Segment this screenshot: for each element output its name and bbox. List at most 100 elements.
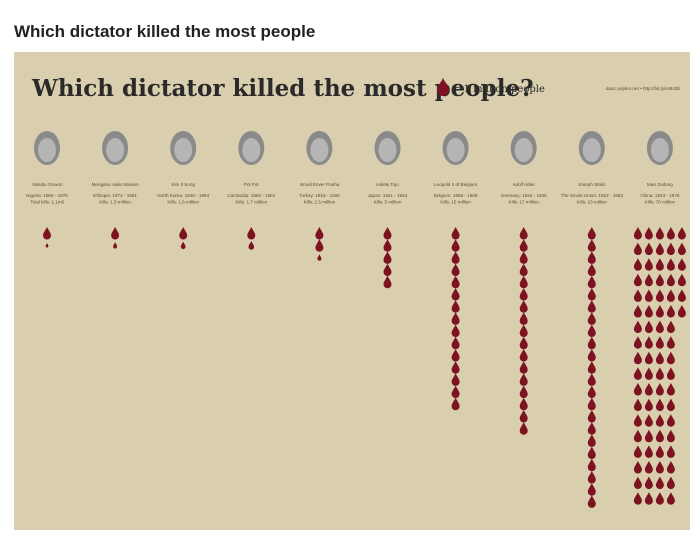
drop <box>451 263 460 277</box>
drop-group <box>179 227 188 250</box>
drop <box>451 336 460 350</box>
drop <box>587 361 596 374</box>
drop <box>587 410 596 423</box>
drop <box>644 383 653 396</box>
drop <box>655 414 664 427</box>
drop <box>587 495 596 508</box>
drop <box>587 458 596 472</box>
drop <box>655 367 664 380</box>
drop-group <box>315 227 324 261</box>
dictator-detail: Cambodia: 1963 - 1981 <box>227 193 275 198</box>
drop <box>451 275 460 289</box>
drop <box>666 461 675 474</box>
drop <box>666 242 675 256</box>
drop <box>587 397 596 411</box>
drop <box>666 383 675 396</box>
legend-drop <box>437 78 449 96</box>
drop <box>519 373 528 386</box>
drop <box>519 397 528 411</box>
drop <box>655 273 664 287</box>
dictator-detail: Total kills: 1.1mil <box>30 200 63 205</box>
drop <box>451 251 460 264</box>
drop <box>633 258 642 271</box>
dictator-name: Mao Zedong <box>647 182 673 187</box>
drop <box>587 227 596 240</box>
drop <box>655 429 664 443</box>
drop <box>587 385 596 399</box>
drop <box>633 351 642 365</box>
drop <box>633 227 642 240</box>
dictator-name: Hideki Tojo <box>376 182 399 187</box>
drop <box>644 289 653 302</box>
drop <box>587 422 596 435</box>
drop <box>666 227 675 240</box>
drop <box>677 242 686 256</box>
drop <box>644 445 653 458</box>
drop <box>383 251 392 264</box>
dictator-detail: Kills: 1.7 million <box>235 200 267 205</box>
drop <box>644 461 653 474</box>
drop <box>451 239 460 252</box>
drop <box>519 336 528 350</box>
drop <box>519 263 528 277</box>
drop <box>666 492 675 505</box>
drop <box>451 300 460 313</box>
drop <box>587 263 596 277</box>
drop <box>383 239 392 252</box>
drop-group <box>383 227 392 289</box>
dictator-name: Mengistu Haile Mariam <box>92 182 139 187</box>
dictator-name: Ismail Enver Pasha <box>300 182 340 187</box>
drop <box>666 445 675 458</box>
drop <box>587 483 596 496</box>
drop <box>677 305 686 318</box>
dictator-detail: Kills: 1.5 million <box>99 200 131 205</box>
drop <box>315 239 324 252</box>
drop <box>451 324 460 338</box>
drop <box>655 258 664 271</box>
drop <box>644 320 653 334</box>
drop <box>633 429 642 443</box>
drop <box>655 476 664 490</box>
drop <box>111 227 120 240</box>
drop <box>655 461 664 474</box>
dictator-name: Leopold II of Belgium <box>434 182 477 187</box>
drop <box>113 242 118 249</box>
drop-group <box>247 227 256 250</box>
drop <box>655 289 664 302</box>
page-title: Which dictator killed the most people <box>14 22 315 41</box>
drop <box>587 324 596 338</box>
drop <box>587 434 596 447</box>
drop <box>633 492 642 505</box>
dictator-detail: China: 1943 - 1976 <box>640 193 680 198</box>
drop <box>451 288 460 301</box>
drop <box>666 273 675 287</box>
drop <box>644 336 653 349</box>
dictator-detail: Kills: 15 million <box>440 200 471 205</box>
drop <box>644 227 653 240</box>
drop <box>677 258 686 271</box>
drop <box>655 383 664 396</box>
dictator-detail: Japan: 1941 - 1944 <box>368 193 408 198</box>
portrait-shade <box>378 138 397 162</box>
drop <box>633 414 642 427</box>
drop <box>587 288 596 301</box>
dictator-detail: Kills: 5 million <box>374 200 402 205</box>
drop <box>519 300 528 313</box>
drop-group <box>633 227 686 505</box>
drop-group <box>587 227 596 508</box>
drop <box>633 320 642 334</box>
portrait-shade <box>514 138 533 162</box>
dictator-detail: Turkey: 1915 - 1920 <box>299 193 340 198</box>
dictator-name: Adolf Hitler <box>512 182 535 187</box>
drop <box>644 398 653 412</box>
drop <box>587 373 596 386</box>
dictator-name: Joseph Stalin <box>578 182 606 187</box>
drop <box>633 242 642 256</box>
dictator-detail: Kills: 17 million <box>509 200 540 205</box>
portrait-shade <box>650 138 669 162</box>
drop <box>666 429 675 443</box>
portrait-shade <box>582 138 601 162</box>
drop <box>666 351 675 365</box>
drop <box>451 312 460 325</box>
